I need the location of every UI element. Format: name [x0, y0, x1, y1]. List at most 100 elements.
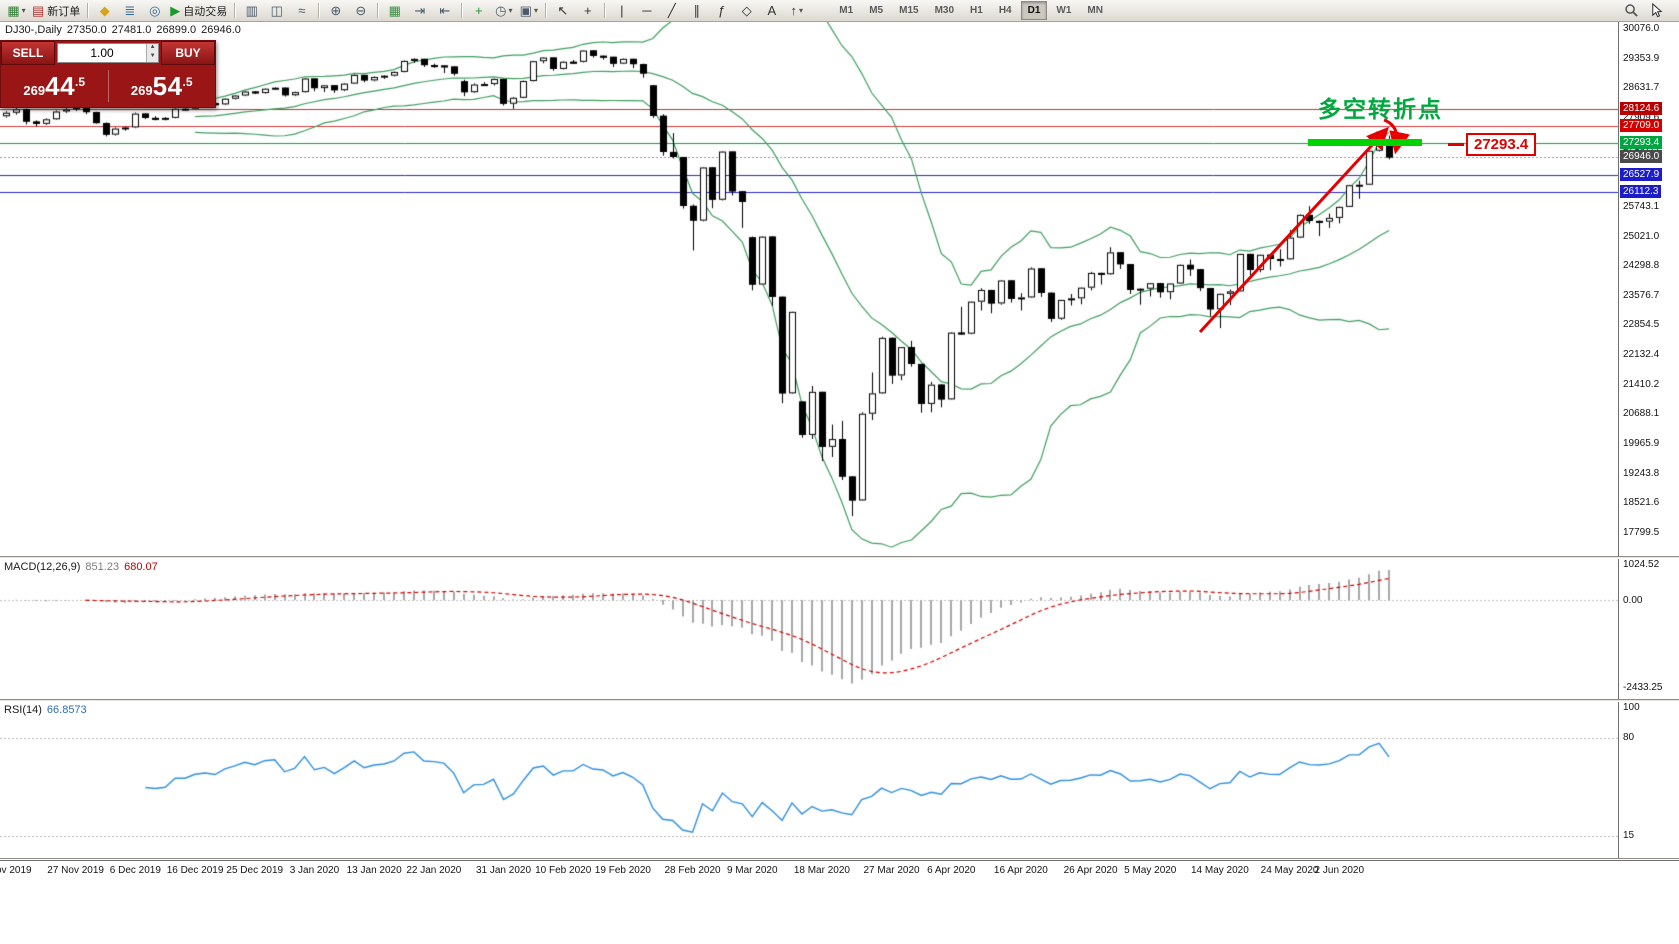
arrows-icon[interactable]: ↑ ▾	[784, 0, 809, 21]
arrows-dropdown-icon[interactable]: ▾	[799, 6, 804, 15]
bar-chart-icon: ▥	[245, 3, 258, 18]
grid-icon[interactable]: ▦	[382, 0, 407, 21]
navigator-icon[interactable]: ◎	[142, 0, 167, 21]
date-label: 28 Feb 2020	[664, 865, 721, 876]
rsi-axis-label: 100	[1623, 702, 1640, 713]
periods-dropdown-icon[interactable]: ▾	[508, 6, 513, 15]
timeframe-m1[interactable]: M1	[839, 5, 854, 16]
auto-scroll-icon[interactable]: ⇥	[407, 0, 432, 21]
macd-canvas[interactable]	[0, 559, 1618, 699]
date-label: 5 May 2020	[1124, 865, 1177, 876]
price-axis-label: 25021.0	[1623, 230, 1660, 242]
macd-axis-label: 1024.52	[1623, 559, 1660, 570]
timeframe-h1[interactable]: H1	[970, 5, 983, 16]
timeframe-w1[interactable]: W1	[1056, 5, 1072, 16]
volume-down-button[interactable]: ▼	[147, 53, 158, 62]
new-chart-icon[interactable]: ▦ ▾	[4, 0, 29, 21]
toolbar: ▦ ▾ ▤ 新订单 ◆ ≣ ◎ ▶ 自动交易 ▥ ◫ ≈ ⊕ ⊖ ▦ ⇥ ⇤ + ◷ ▾ ▣ ▾ ↖ + | ─ ╱ ∥ ƒ ◇ A ↑ ▾ M…	[0, 0, 1679, 22]
timeframe-h4[interactable]: H4	[998, 5, 1012, 16]
horizontal-line-icon[interactable]: ─	[634, 0, 659, 21]
price-axis-label: 19965.9	[1623, 438, 1660, 450]
templates-dropdown-icon[interactable]: ▾	[533, 6, 538, 15]
line-chart-icon[interactable]: ≈	[289, 0, 314, 21]
chart-shift-icon[interactable]: ⇤	[432, 0, 457, 21]
price-axis-label: 21410.2	[1623, 378, 1660, 390]
price-axis-label: 20688.1	[1623, 408, 1660, 420]
buy-button[interactable]: BUY	[161, 41, 215, 65]
price-tag-dash	[1448, 143, 1464, 146]
main-chart-canvas[interactable]	[0, 22, 1618, 556]
macd-axis-label: -2433.25	[1623, 682, 1663, 693]
price-axis[interactable]: 30076.029353.928631.727909.627187.426465…	[1618, 22, 1679, 556]
indicators-icon[interactable]: +	[466, 0, 491, 21]
date-label: 27 Nov 2019	[47, 865, 104, 876]
date-label: 24 May 2020	[1260, 865, 1319, 876]
autotrading-button[interactable]: ▶ 自动交易	[167, 0, 230, 21]
macd-axis[interactable]: 1024.52 0.00 -2433.25	[1618, 559, 1679, 699]
timeframe-m30[interactable]: M30	[934, 5, 955, 16]
volume-up-button[interactable]: ▲	[147, 44, 158, 53]
shapes-icon[interactable]: ◇	[734, 0, 759, 21]
templates-icon[interactable]: ▣ ▾	[516, 0, 541, 21]
pivot-annotation-text[interactable]: 多空转折点	[1318, 96, 1443, 122]
line-chart-icon: ≈	[298, 3, 306, 18]
profiles-icon: ◆	[99, 3, 110, 18]
toolbar-separator	[604, 3, 606, 18]
market-watch-icon[interactable]: ≣	[117, 0, 142, 21]
volume-stepper[interactable]: ▲ ▼	[57, 43, 159, 63]
reversal-arrow[interactable]	[1383, 118, 1410, 155]
crosshair-icon[interactable]: +	[575, 0, 600, 21]
profiles-icon[interactable]: ◆	[92, 0, 117, 21]
symbol-label: DJ30-,Daily	[5, 24, 62, 36]
panel-separator[interactable]	[0, 858, 1679, 860]
equidistant-channel-icon: ∥	[693, 3, 701, 18]
rsi-canvas[interactable]	[0, 702, 1618, 858]
price-axis-label: 25743.1	[1623, 200, 1660, 212]
rsi-axis[interactable]: 100 80 15	[1618, 702, 1679, 858]
macd-axis-label: 0.00	[1623, 595, 1643, 606]
trend-arrow[interactable]	[1198, 126, 1390, 334]
sell-button[interactable]: SELL	[1, 41, 55, 65]
timeframe-m15[interactable]: M15	[899, 5, 919, 16]
periods-icon[interactable]: ◷ ▾	[491, 0, 516, 21]
sell-price[interactable]: 26944.5	[23, 71, 86, 101]
fibonacci-icon[interactable]: ƒ	[709, 0, 734, 21]
price-axis-label: 24298.8	[1623, 260, 1660, 272]
volume-input[interactable]	[58, 44, 147, 62]
zoom-out-icon[interactable]: ⊖	[348, 0, 373, 21]
trendline-icon[interactable]: ╱	[659, 0, 684, 21]
panel-separator[interactable]	[0, 556, 1679, 559]
timeframe-m5[interactable]: M5	[869, 5, 884, 16]
price-level-label: 26112.3	[1620, 184, 1662, 198]
date-label: 16 Dec 2019	[166, 865, 224, 876]
time-axis[interactable]: 8 Nov 2019 27 Nov 2019 6 Dec 2019 16 Dec 20…	[0, 860, 1679, 882]
price-axis-label: 22854.5	[1623, 319, 1660, 331]
price-level-label: 27293.4	[1620, 136, 1663, 150]
buy-price[interactable]: 26954.5	[130, 71, 193, 101]
candlestick-chart-icon[interactable]: ◫	[264, 0, 289, 21]
price-tag-annotation[interactable]: 27293.4	[1466, 133, 1537, 156]
new-chart-dropdown-icon[interactable]: ▾	[21, 6, 26, 15]
symbol-search-icon[interactable]	[1619, 0, 1644, 21]
cursor-icon[interactable]: ↖	[550, 0, 575, 21]
chart-shift-icon: ⇤	[439, 3, 451, 18]
vertical-line-icon[interactable]: |	[609, 0, 634, 21]
new-chart-icon: ▦	[7, 3, 20, 18]
date-label: 31 Jan 2020	[475, 865, 532, 876]
panel-separator[interactable]	[0, 699, 1679, 702]
open-value: 27350.0	[66, 24, 107, 36]
pointer-tool-icon[interactable]	[1644, 0, 1669, 21]
price-level-label: 26527.9	[1620, 167, 1663, 181]
new-order-button[interactable]: ▤ 新订单	[29, 0, 83, 21]
date-label: 6 Apr 2020	[927, 865, 976, 876]
zoom-in-icon[interactable]: ⊕	[323, 0, 348, 21]
support-zone-highlight[interactable]	[1308, 139, 1422, 146]
bar-chart-icon[interactable]: ▥	[239, 0, 264, 21]
price-axis-label: 28631.7	[1623, 82, 1660, 94]
templates-icon: ▣	[519, 3, 532, 18]
equidistant-channel-icon[interactable]: ∥	[684, 0, 709, 21]
timeframe-d1[interactable]: D1	[1020, 1, 1048, 20]
timeframe-mn[interactable]: MN	[1087, 5, 1103, 16]
text-icon[interactable]: A	[759, 0, 784, 21]
macd-header: MACD(12,26,9) 851.23 680.07	[4, 561, 163, 573]
